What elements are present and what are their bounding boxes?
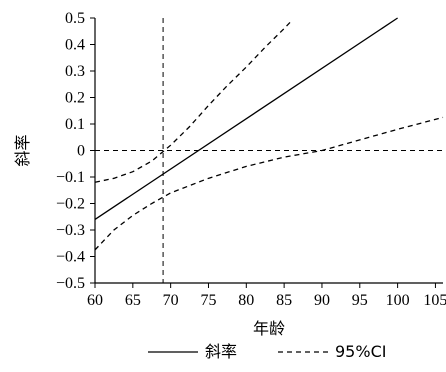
y-tick-label: −0.5: [56, 275, 85, 292]
x-tick-label: 100: [386, 292, 410, 309]
x-tick-label: 80: [238, 292, 254, 309]
ci-line-2: [94, 116, 444, 251]
slope-line: [94, 17, 398, 220]
x-tick-label: 75: [200, 292, 216, 309]
x-axis-label: 年龄: [253, 319, 285, 338]
y-tick-label: 0.4: [65, 37, 85, 54]
x-tick-label: 70: [163, 292, 179, 309]
legend-label: 95%CI: [335, 342, 386, 361]
x-tick-label: 90: [314, 292, 330, 309]
y-tick-label: 0.5: [65, 10, 85, 27]
ci-line-1: [94, 20, 293, 183]
y-tick-label: 0: [77, 143, 85, 160]
x-tick-label: 95: [352, 292, 368, 309]
y-tick-label: 0.1: [65, 116, 85, 133]
y-tick-label: −0.2: [56, 196, 85, 213]
x-ticks: 60 65 70 75 80 85 90 95 100 105: [87, 283, 446, 309]
x-tick-label: 105: [423, 292, 446, 309]
y-tick-label: −0.4: [56, 249, 85, 266]
series-layer: [94, 17, 444, 251]
y-ticks: 0.5 0.4 0.3 0.2 0.1 0 −0.1 −0.2 −0.3 −0.4 −0.5: [56, 10, 95, 292]
y-tick-label: 0.3: [65, 63, 85, 80]
y-tick-label: −0.1: [56, 169, 85, 186]
reference-lines: [95, 18, 443, 283]
y-tick-label: −0.3: [56, 222, 85, 239]
x-tick-label: 85: [276, 292, 292, 309]
legend-label: 斜率: [205, 342, 237, 361]
x-tick-label: 65: [125, 292, 141, 309]
x-tick-label: 60: [87, 292, 103, 309]
y-tick-label: 0.2: [65, 90, 85, 107]
y-axis-label: 斜率: [13, 134, 32, 166]
legend: 斜率 95%CI: [148, 342, 386, 361]
